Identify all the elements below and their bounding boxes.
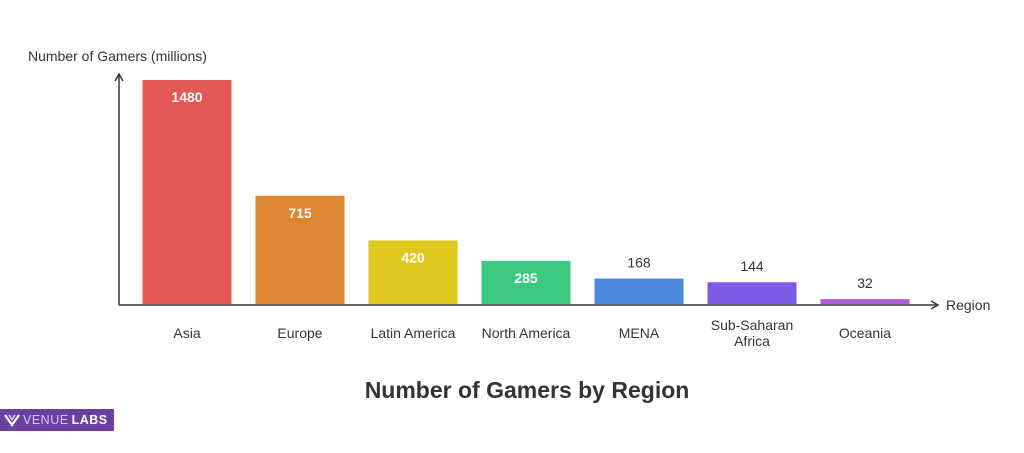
venuelabs-badge: VENUE LABS (0, 409, 114, 431)
bar-mena (594, 278, 684, 304)
x-axis-label: Region (946, 297, 990, 313)
brand-name-part1: VENUE (23, 413, 69, 427)
tick-label-oceania: Oceania (839, 325, 891, 341)
bar-sub-saharan-africa (707, 282, 797, 304)
bar-series: 1480 Asia 715 Europe 420 Latin America 285 Nort… (142, 80, 910, 349)
tick-label-line: Asia (173, 325, 200, 341)
value-label-latin-america: 420 (401, 249, 425, 265)
bar-latin-america (368, 240, 458, 304)
bar-asia (142, 80, 232, 304)
value-label-europe: 715 (288, 205, 312, 221)
tick-label-line: Latin America (371, 325, 456, 341)
bar-north-america (481, 260, 571, 304)
bar-europe (255, 195, 345, 304)
tick-label-mena: MENA (619, 325, 660, 341)
value-label-north-america: 285 (514, 270, 538, 286)
tick-label-line: Africa (734, 333, 770, 349)
chart-title: Number of Gamers by Region (365, 377, 690, 403)
y-axis-label: Number of Gamers (millions) (28, 48, 207, 64)
tick-label-sub-saharan-africa: Sub-Saharan Africa (711, 317, 794, 349)
value-label-asia: 1480 (171, 89, 202, 105)
venuelabs-v-icon (4, 413, 20, 427)
brand-name-part2: LABS (71, 413, 108, 427)
tick-label-north-america: North America (482, 325, 571, 341)
tick-label-line: Sub-Saharan (711, 317, 794, 333)
tick-label-line: Europe (277, 325, 322, 341)
value-label-oceania: 32 (857, 275, 873, 291)
tick-label-line: Oceania (839, 325, 891, 341)
tick-label-line: North America (482, 325, 571, 341)
tick-label-latin-america: Latin America (371, 325, 456, 341)
value-label-mena: 168 (627, 255, 651, 271)
bar-oceania (820, 299, 910, 304)
tick-label-europe: Europe (277, 325, 322, 341)
tick-label-asia: Asia (173, 325, 200, 341)
tick-label-line: MENA (619, 325, 660, 341)
value-label-sub-saharan-africa: 144 (740, 258, 764, 274)
